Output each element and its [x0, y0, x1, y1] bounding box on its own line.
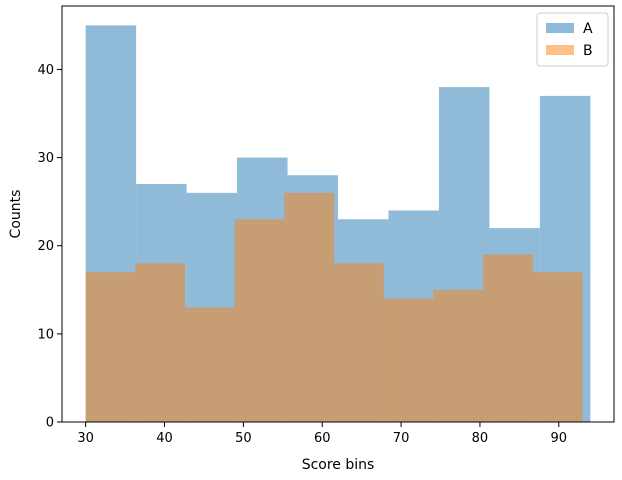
x-tick-label: 90 — [551, 431, 568, 446]
x-tick-label: 60 — [314, 431, 331, 446]
bar-b-7 — [433, 289, 484, 422]
y-axis-ticks: 0 10 20 30 40 — [37, 63, 62, 431]
bar-b-3 — [234, 219, 285, 422]
bar-b-1 — [135, 263, 186, 422]
legend-box — [536, 12, 609, 67]
legend-label-a: A — [583, 21, 593, 37]
legend-swatch-a — [546, 23, 574, 33]
x-axis-label: Score bins — [302, 457, 375, 473]
x-tick-label: 30 — [77, 431, 94, 446]
bar-b-5 — [334, 263, 384, 422]
legend-label-b: B — [583, 43, 593, 59]
x-tick-label: 50 — [235, 431, 252, 446]
bar-b-8 — [483, 254, 533, 422]
y-tick-label: 10 — [37, 327, 54, 342]
x-axis-ticks: 30 40 50 60 70 80 90 — [77, 422, 567, 446]
legend-swatch-b — [546, 45, 574, 55]
x-tick-label: 80 — [472, 431, 489, 446]
x-tick-label: 70 — [393, 431, 410, 446]
y-tick-label: 0 — [46, 416, 54, 431]
plot-frame — [61, 5, 615, 423]
bar-b-0 — [85, 272, 136, 422]
series-b-bars — [85, 192, 583, 422]
x-tick-label: 40 — [156, 431, 173, 446]
y-tick-label: 30 — [37, 151, 54, 166]
legend: A B — [536, 12, 609, 67]
y-tick-label: 40 — [37, 63, 54, 78]
bar-b-4 — [284, 192, 335, 422]
bar-b-2 — [185, 307, 235, 422]
y-tick-label: 20 — [37, 239, 54, 254]
y-axis-label: Counts — [8, 190, 24, 239]
bar-b-6 — [383, 298, 434, 422]
bar-b-9 — [532, 272, 583, 422]
